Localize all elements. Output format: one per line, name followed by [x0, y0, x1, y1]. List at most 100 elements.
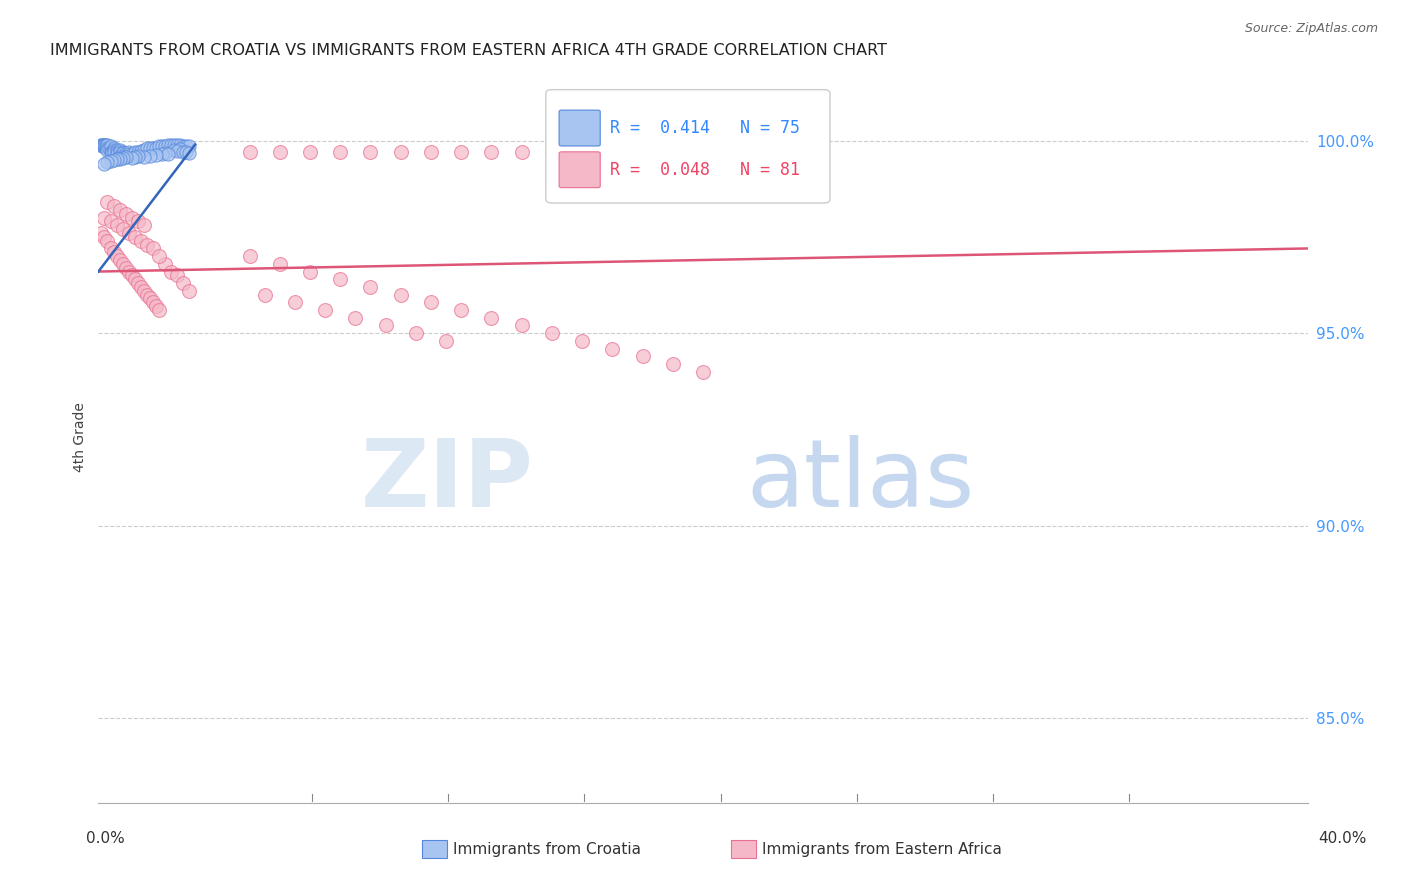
Point [101, 145, 124, 160]
Text: Source: ZipAtlas.com: Source: ZipAtlas.com [1244, 22, 1378, 36]
Point [389, 145, 412, 160]
Point [121, 268, 143, 283]
Point [142, 242, 165, 256]
Point [111, 257, 134, 271]
Point [135, 287, 157, 301]
Point [103, 245, 125, 260]
Point [135, 141, 157, 155]
Point [148, 303, 170, 318]
Text: IMMIGRANTS FROM CROATIA VS IMMIGRANTS FROM EASTERN AFRICA 4TH GRADE CORRELATION : IMMIGRANTS FROM CROATIA VS IMMIGRANTS FR… [51, 43, 887, 58]
Text: Immigrants from Eastern Africa: Immigrants from Eastern Africa [762, 842, 1002, 856]
Point [172, 145, 194, 160]
Point [166, 138, 188, 153]
Point [132, 150, 155, 164]
Point [114, 149, 136, 163]
Point [91, 139, 114, 153]
Point [145, 299, 167, 313]
Point [96, 141, 118, 155]
Point [103, 141, 125, 155]
Point [360, 145, 382, 160]
Point [98, 141, 121, 155]
Point [481, 145, 503, 160]
Point [481, 310, 503, 325]
Point [90, 226, 112, 240]
Point [163, 143, 186, 157]
Point [91, 137, 114, 152]
Point [93, 211, 115, 225]
Point [269, 145, 291, 160]
Point [571, 145, 593, 160]
Point [166, 268, 188, 283]
Point [105, 145, 128, 160]
Point [135, 237, 157, 252]
Point [329, 272, 352, 286]
Point [169, 142, 191, 156]
Text: 40.0%: 40.0% [1319, 831, 1367, 846]
Point [174, 145, 197, 160]
FancyBboxPatch shape [546, 90, 830, 203]
Point [100, 214, 122, 228]
Point [127, 214, 149, 228]
Point [103, 143, 125, 157]
Point [96, 137, 118, 152]
Point [114, 207, 136, 221]
Point [602, 145, 624, 160]
Point [121, 211, 143, 225]
Point [692, 365, 714, 379]
Point [139, 149, 162, 163]
Point [118, 226, 141, 240]
Point [100, 141, 122, 155]
Point [314, 303, 336, 318]
Point [114, 145, 136, 160]
Point [90, 137, 112, 152]
Point [150, 139, 173, 153]
Point [108, 143, 131, 157]
Point [111, 145, 134, 160]
Point [163, 137, 186, 152]
Point [96, 234, 118, 248]
Point [174, 139, 197, 153]
Point [160, 264, 183, 278]
Point [100, 139, 122, 153]
Point [118, 264, 141, 278]
Point [93, 138, 115, 153]
Point [145, 148, 167, 162]
Point [108, 149, 131, 163]
Point [105, 219, 128, 233]
Point [114, 150, 136, 164]
Point [172, 139, 194, 153]
Point [100, 145, 122, 160]
Point [118, 145, 141, 160]
Point [90, 137, 112, 152]
Point [127, 276, 149, 290]
Point [111, 149, 134, 163]
Point [93, 157, 115, 171]
Point [160, 137, 183, 152]
Point [150, 147, 173, 161]
Point [114, 260, 136, 275]
Text: Immigrants from Croatia: Immigrants from Croatia [453, 842, 641, 856]
Point [132, 219, 155, 233]
Point [132, 143, 155, 157]
Point [179, 145, 201, 160]
Point [103, 145, 125, 160]
Point [108, 202, 131, 217]
Point [631, 145, 654, 160]
FancyBboxPatch shape [560, 110, 600, 146]
Point [284, 295, 307, 310]
Point [145, 140, 167, 154]
Point [329, 145, 352, 160]
Y-axis label: 4th Grade: 4th Grade [73, 402, 87, 472]
Point [142, 140, 165, 154]
Point [121, 151, 143, 165]
Point [124, 145, 146, 160]
Point [420, 145, 443, 160]
Point [94, 139, 117, 153]
Point [129, 234, 152, 248]
Point [96, 154, 118, 169]
Text: 0.0%: 0.0% [86, 831, 125, 846]
Point [420, 295, 443, 310]
Point [450, 145, 472, 160]
Point [179, 139, 201, 153]
Point [96, 195, 118, 210]
